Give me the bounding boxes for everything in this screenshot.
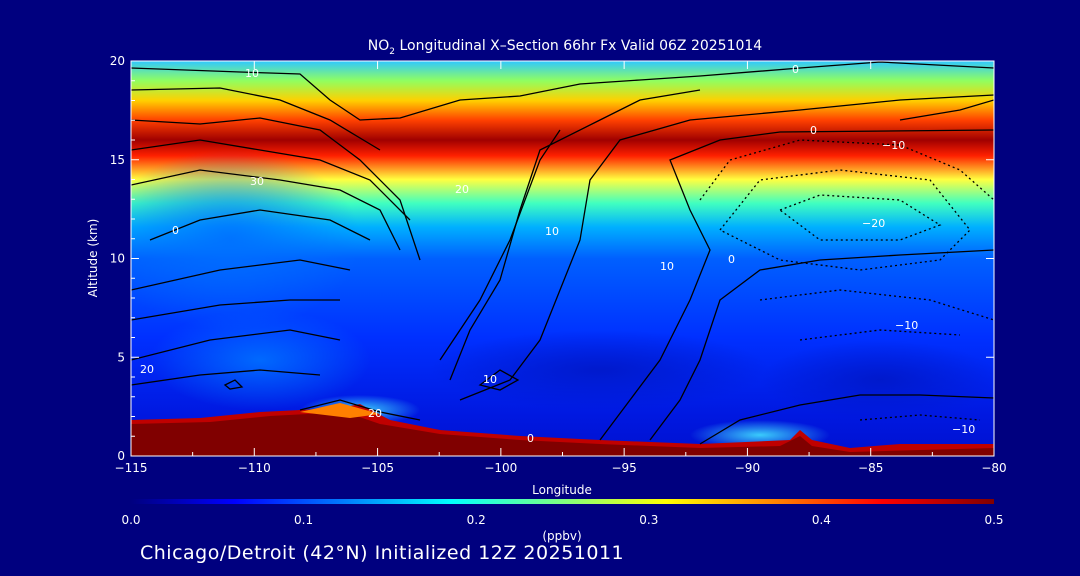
y-tick-label: 0 <box>117 449 125 463</box>
contour-label: 10 <box>660 260 674 273</box>
x-tick-label: −115 <box>115 461 148 475</box>
chart-title: NO2 Longitudinal X–Section 66hr Fx Valid… <box>368 38 763 57</box>
chart-subtitle: Chicago/Detroit (42°N) Initialized 12Z 2… <box>140 542 625 564</box>
colorbar <box>131 499 994 504</box>
y-tick-label: 15 <box>110 153 125 167</box>
contour-label: −10 <box>952 423 975 436</box>
contour-label: 0 <box>172 224 179 237</box>
x-axis-label: Longitude <box>532 483 592 497</box>
contour-label: 20 <box>368 407 382 420</box>
contour-label: −10 <box>882 139 905 152</box>
colorbar-tick-label: 0.4 <box>812 513 831 527</box>
colorbar-tick-label: 0.0 <box>121 513 140 527</box>
x-tick-label: −110 <box>238 461 271 475</box>
contour-label: 10 <box>245 67 259 80</box>
x-axis: −115 −110 −105 −100 −95 −90 −85 −80 <box>115 61 1007 475</box>
x-tick-label: −105 <box>361 461 394 475</box>
x-tick-label: −85 <box>858 461 883 475</box>
contour-label: 0 <box>792 63 799 76</box>
contour-label: 30 <box>250 175 264 188</box>
contour-label-group: 10 0 0 −10 30 20 10 0 0 −20 −10 20 20 10… <box>140 63 975 445</box>
colorbar-label: (ppbv) <box>542 529 581 543</box>
contour-label: −10 <box>895 319 918 332</box>
contour-label: 20 <box>455 183 469 196</box>
y-tick-label: 20 <box>110 54 125 68</box>
x-tick-label: −100 <box>484 461 517 475</box>
x-tick-label: −90 <box>735 461 760 475</box>
contour-label: 0 <box>810 124 817 137</box>
colorbar-tick-label: 0.5 <box>984 513 1003 527</box>
y-axis-label: Altitude (km) <box>86 219 100 298</box>
y-axis: 0 5 10 15 20 <box>110 54 994 463</box>
colorbar-tick-label: 0.2 <box>467 513 486 527</box>
colorbar-ticks: 0.0 0.1 0.2 0.3 0.4 0.5 <box>121 513 1003 527</box>
colorbar-tick-label: 0.1 <box>294 513 313 527</box>
contour-label: 0 <box>728 253 735 266</box>
colorbar-tick-label: 0.3 <box>639 513 658 527</box>
y-tick-label: 5 <box>117 350 125 364</box>
y-tick-label: 10 <box>110 252 125 266</box>
contour-label: −20 <box>862 217 885 230</box>
contour-label: 10 <box>545 225 559 238</box>
contour-label: 0 <box>527 432 534 445</box>
contour-label: 20 <box>140 363 154 376</box>
contour-label: 10 <box>483 373 497 386</box>
x-tick-label: −80 <box>981 461 1006 475</box>
x-tick-label: −95 <box>611 461 636 475</box>
contour-lines <box>131 61 994 445</box>
